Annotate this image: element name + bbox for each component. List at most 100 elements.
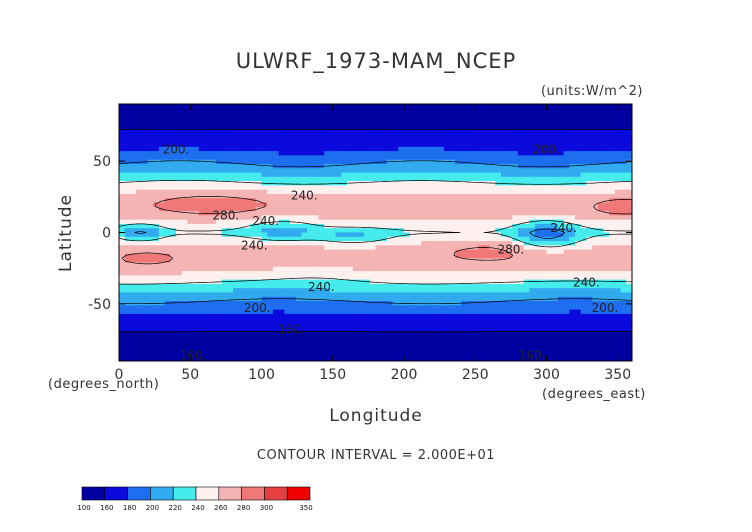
- heatmap-cell: [386, 172, 394, 178]
- heatmap-cell: [141, 292, 149, 298]
- heatmap-cell: [592, 232, 599, 238]
- heatmap-cell: [158, 232, 166, 238]
- heatmap-cell: [432, 271, 439, 276]
- heatmap-cell: [626, 245, 632, 251]
- heatmap-cell: [500, 189, 508, 195]
- heatmap-cell: [426, 288, 434, 294]
- heatmap-cell: [575, 104, 582, 109]
- heatmap-cell: [272, 326, 280, 332]
- heatmap-cell: [466, 241, 473, 246]
- heatmap-cell: [569, 292, 576, 298]
- heatmap-cell: [626, 163, 632, 169]
- heatmap-cell: [198, 116, 206, 122]
- heatmap-cell: [552, 168, 559, 174]
- heatmap-cell: [295, 198, 302, 204]
- heatmap-cell: [158, 283, 166, 289]
- heatmap-cell: [238, 228, 245, 234]
- heatmap-cell: [204, 339, 211, 345]
- heatmap-cell: [404, 331, 411, 336]
- heatmap-cell: [278, 279, 285, 285]
- heatmap-cell: [472, 185, 479, 191]
- heatmap-cell: [272, 121, 280, 127]
- heatmap-cell: [261, 249, 268, 255]
- heatmap-cell: [409, 275, 416, 281]
- heatmap-cell: [318, 305, 325, 311]
- heatmap-cell: [603, 181, 610, 186]
- heatmap-cell: [358, 168, 365, 174]
- heatmap-cell: [341, 142, 348, 148]
- heatmap-cell: [170, 305, 177, 311]
- heatmap-cell: [614, 305, 622, 311]
- heatmap-cell: [147, 112, 154, 118]
- heatmap-cell: [409, 253, 416, 259]
- heatmap-cell: [318, 245, 325, 251]
- heatmap-cell: [187, 125, 194, 131]
- heatmap-cell: [147, 185, 154, 191]
- heatmap-cell: [198, 326, 206, 332]
- heatmap-cell: [227, 275, 234, 281]
- heatmap-cell: [153, 215, 160, 221]
- heatmap-cell: [153, 211, 160, 216]
- heatmap-cell: [478, 159, 485, 165]
- heatmap-cell: [478, 296, 485, 302]
- heatmap-cell: [552, 249, 559, 255]
- heatmap-cell: [369, 189, 377, 195]
- heatmap-cell: [495, 283, 502, 289]
- heatmap-cell: [210, 258, 217, 264]
- heatmap-cell: [364, 176, 371, 182]
- heatmap-cell: [500, 318, 508, 324]
- heatmap-cell: [546, 159, 553, 165]
- heatmap-cell: [535, 236, 542, 242]
- heatmap-cell: [193, 206, 200, 212]
- heatmap-cell: [375, 104, 382, 109]
- heatmap-cell: [215, 172, 223, 178]
- heatmap-cell: [426, 189, 434, 195]
- heatmap-cell: [580, 172, 587, 178]
- heatmap-cell: [255, 249, 263, 255]
- heatmap-cell: [575, 301, 582, 306]
- heatmap-cell: [181, 163, 188, 169]
- heatmap-cell: [523, 326, 530, 332]
- heatmap-cell: [375, 262, 382, 268]
- heatmap-cell: [415, 292, 422, 298]
- heatmap-cell: [227, 125, 234, 131]
- heatmap-cell: [586, 279, 593, 285]
- heatmap-cell: [381, 172, 388, 178]
- heatmap-cell: [575, 198, 582, 204]
- heatmap-cell: [158, 305, 166, 311]
- heatmap-cell: [233, 339, 240, 345]
- heatmap-cell: [284, 309, 291, 315]
- heatmap-cell: [284, 181, 291, 186]
- heatmap-cell: [181, 125, 188, 131]
- heatmap-cell: [489, 146, 496, 152]
- heatmap-cell: [141, 296, 149, 302]
- heatmap-cell: [392, 163, 399, 169]
- heatmap-cell: [603, 206, 610, 212]
- heatmap-cell: [438, 172, 445, 178]
- heatmap-cell: [404, 223, 411, 229]
- heatmap-cell: [495, 275, 502, 281]
- heatmap-cell: [512, 138, 519, 144]
- heatmap-cell: [455, 198, 462, 204]
- heatmap-cell: [597, 159, 605, 165]
- heatmap-cell: [290, 142, 297, 148]
- heatmap-cell: [626, 292, 632, 298]
- heatmap-cell: [198, 288, 206, 294]
- heatmap-cell: [272, 133, 280, 139]
- heatmap-cell: [404, 249, 411, 255]
- heatmap-cell: [158, 193, 166, 199]
- heatmap-cell: [272, 193, 280, 199]
- heatmap-cell: [158, 121, 166, 127]
- heatmap-cell: [347, 151, 354, 156]
- heatmap-cell: [290, 104, 297, 109]
- heatmap-cell: [227, 262, 234, 268]
- heatmap-cell: [569, 129, 576, 135]
- heatmap-cell: [580, 262, 587, 268]
- heatmap-cell: [233, 138, 240, 144]
- heatmap-cell: [335, 116, 342, 122]
- heatmap-cell: [255, 172, 263, 178]
- heatmap-cell: [535, 228, 542, 234]
- heatmap-cell: [586, 138, 593, 144]
- heatmap-cell: [592, 262, 599, 268]
- heatmap-cell: [529, 151, 536, 156]
